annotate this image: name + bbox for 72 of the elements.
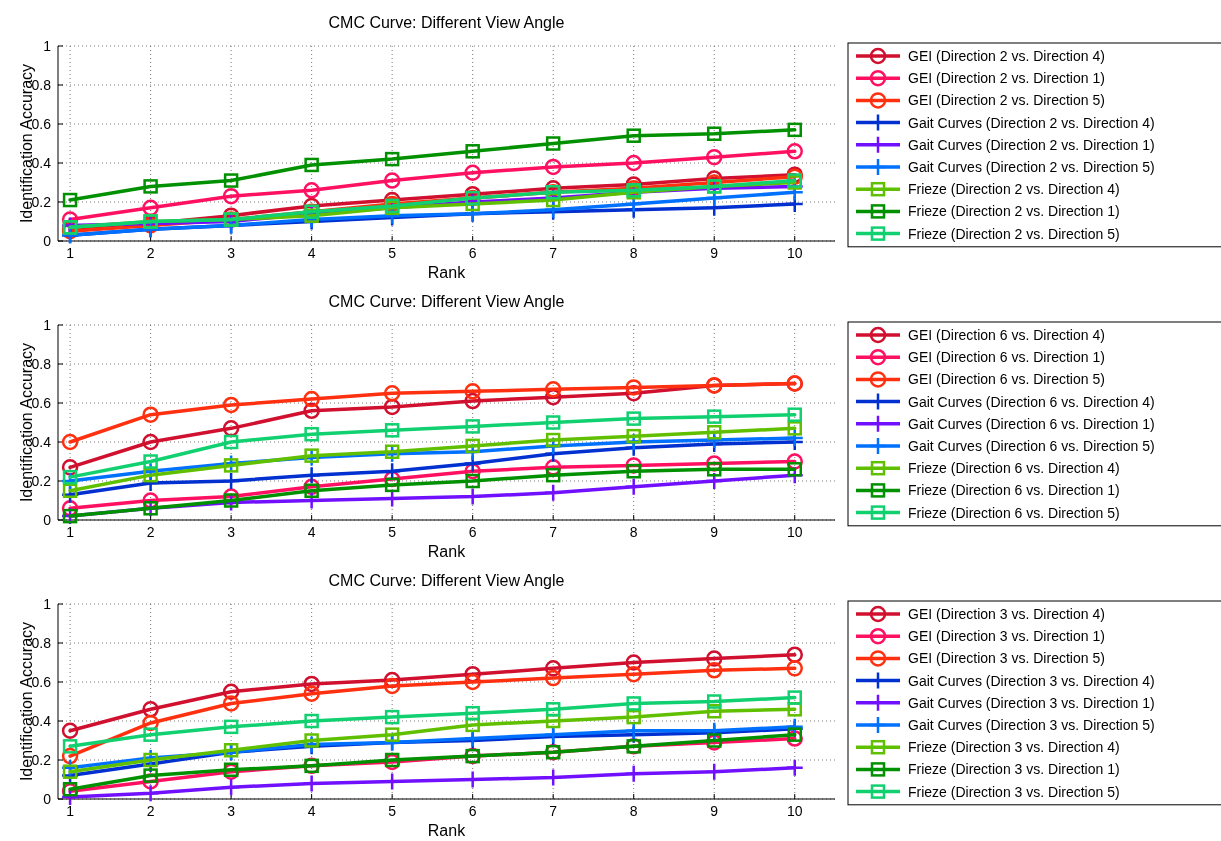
x-axis-title: Rank — [427, 822, 467, 839]
x-tick-label: 4 — [307, 803, 316, 819]
y-tick-label: 0 — [43, 791, 52, 807]
x-tick-label: 5 — [388, 803, 397, 819]
x-tick-label: 6 — [468, 524, 477, 540]
legend-label: GEI (Direction 3 vs. Direction 1) — [908, 628, 1105, 645]
x-tick-label: 5 — [388, 245, 397, 261]
x-tick-label: 10 — [786, 803, 803, 819]
chart-title: CMC Curve: Different View Angle — [328, 14, 565, 31]
x-tick-label: 3 — [227, 524, 236, 540]
legend-label: Frieze (Direction 3 vs. Direction 4) — [908, 739, 1120, 756]
x-tick-label: 6 — [468, 803, 477, 819]
legend-label: GEI (Direction 2 vs. Direction 1) — [908, 70, 1105, 87]
y-tick-label: 0 — [43, 233, 52, 249]
x-tick-label: 8 — [629, 245, 638, 261]
x-tick-label: 4 — [307, 524, 316, 540]
x-axis-title: Rank — [427, 264, 467, 281]
legend-label: Gait Curves (Direction 3 vs. Direction 4) — [908, 672, 1155, 689]
legend-label: GEI (Direction 3 vs. Direction 4) — [908, 606, 1105, 622]
x-tick-label: 5 — [388, 524, 397, 540]
chart-title: CMC Curve: Different View Angle — [328, 293, 565, 310]
x-tick-label: 2 — [146, 245, 155, 261]
x-tick-label: 2 — [146, 803, 155, 819]
y-tick-label: 0.4 — [31, 155, 52, 171]
legend-label: Frieze (Direction 3 vs. Direction 5) — [908, 783, 1120, 800]
legend-label: GEI (Direction 3 vs. Direction 5) — [908, 650, 1105, 667]
legend-label: Gait Curves (Direction 3 vs. Direction 5) — [908, 717, 1155, 733]
legend-label: Frieze (Direction 6 vs. Direction 1) — [908, 482, 1120, 499]
y-tick-label: 0.4 — [31, 713, 52, 729]
x-tick-label: 7 — [549, 803, 558, 819]
x-tick-label: 6 — [468, 245, 477, 261]
legend-label: Gait Curves (Direction 2 vs. Direction 1) — [908, 136, 1155, 153]
legend-label: GEI (Direction 2 vs. Direction 5) — [908, 92, 1105, 109]
x-tick-label: 10 — [786, 524, 803, 540]
y-tick-label: 0 — [43, 512, 52, 528]
legend-label: GEI (Direction 6 vs. Direction 4) — [908, 327, 1105, 343]
x-tick-label: 9 — [710, 524, 719, 540]
legend-label: Gait Curves (Direction 2 vs. Direction 4) — [908, 114, 1155, 131]
legend-label: Frieze (Direction 3 vs. Direction 1) — [908, 761, 1120, 778]
legend-label: Gait Curves (Direction 3 vs. Direction 1) — [908, 694, 1155, 711]
x-tick-label: 3 — [227, 803, 236, 819]
x-tick-label: 9 — [710, 803, 719, 819]
x-tick-label: 8 — [629, 524, 638, 540]
legend-label: Gait Curves (Direction 6 vs. Direction 4) — [908, 393, 1155, 410]
legend-label: GEI (Direction 6 vs. Direction 5) — [908, 371, 1105, 388]
legend-label: Frieze (Direction 2 vs. Direction 1) — [908, 203, 1120, 220]
x-tick-label: 10 — [786, 245, 803, 261]
legend-label: GEI (Direction 6 vs. Direction 1) — [908, 349, 1105, 366]
legend-label: GEI (Direction 2 vs. Direction 4) — [908, 48, 1105, 64]
x-tick-label: 3 — [227, 245, 236, 261]
x-tick-label: 7 — [549, 245, 558, 261]
x-tick-label: 4 — [307, 245, 316, 261]
x-tick-label: 8 — [629, 803, 638, 819]
x-tick-label: 7 — [549, 524, 558, 540]
legend-label: Gait Curves (Direction 2 vs. Direction 5) — [908, 159, 1155, 175]
x-tick-label: 1 — [66, 524, 75, 540]
legend-label: Gait Curves (Direction 6 vs. Direction 5) — [908, 438, 1155, 454]
legend-label: Frieze (Direction 6 vs. Direction 5) — [908, 504, 1120, 521]
x-tick-label: 2 — [146, 524, 155, 540]
x-axis-title: Rank — [427, 543, 467, 560]
legend-label: Frieze (Direction 6 vs. Direction 4) — [908, 460, 1120, 477]
legend-label: Frieze (Direction 2 vs. Direction 4) — [908, 181, 1120, 198]
y-tick-label: 0.4 — [31, 434, 52, 450]
y-tick-label: 1 — [43, 38, 52, 54]
legend-label: Frieze (Direction 2 vs. Direction 5) — [908, 225, 1120, 242]
y-tick-label: 1 — [43, 596, 52, 612]
y-tick-label: 1 — [43, 317, 52, 333]
legend-label: Gait Curves (Direction 6 vs. Direction 1) — [908, 415, 1155, 432]
x-tick-label: 1 — [66, 803, 75, 819]
x-tick-label: 1 — [66, 245, 75, 261]
chart-title: CMC Curve: Different View Angle — [328, 572, 565, 589]
x-tick-label: 9 — [710, 245, 719, 261]
